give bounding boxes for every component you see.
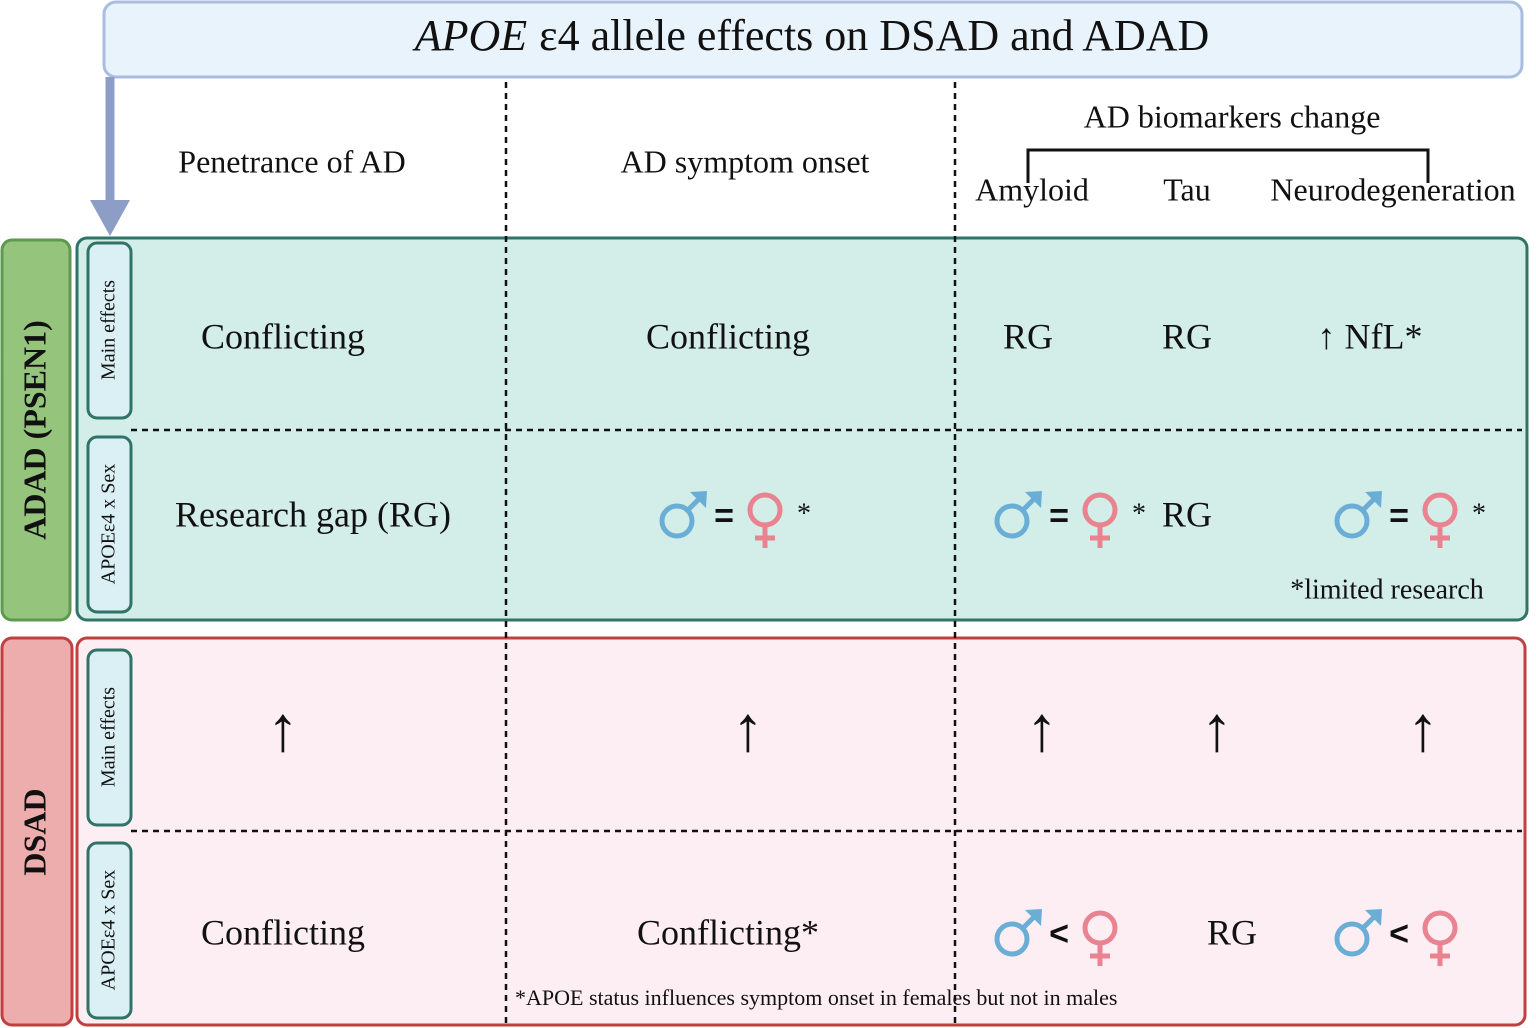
cell-text: ↑ xyxy=(1407,694,1439,765)
group-panel xyxy=(75,636,1527,1027)
cell-text: ↑ xyxy=(1026,694,1058,765)
male-symbol xyxy=(1365,909,1382,926)
asterisk: * xyxy=(1132,498,1146,529)
row-label: APOEε4 x Sex xyxy=(98,870,120,991)
cell-text: RG xyxy=(1162,316,1212,356)
male-symbol xyxy=(1365,491,1382,508)
cell-text: Conflicting xyxy=(646,316,810,356)
female-symbol xyxy=(1422,492,1458,528)
female-symbol xyxy=(1082,910,1118,946)
operator: < xyxy=(1049,915,1069,953)
cell-text: ↑ xyxy=(1201,694,1233,765)
cell-text: Conflicting* xyxy=(637,912,819,952)
male-symbol xyxy=(1025,909,1042,926)
group-label-box xyxy=(0,636,74,1027)
title-rest: ε4 allele effects on DSAD and ADAD xyxy=(539,11,1209,60)
row-label-box xyxy=(86,648,133,827)
cell-text: RG xyxy=(1003,316,1053,356)
cell-text: Conflicting xyxy=(201,912,365,952)
female-symbol xyxy=(1082,492,1118,528)
group-label-box xyxy=(0,238,72,622)
male-symbol xyxy=(690,491,707,508)
title: APOE ε4 allele effects on DSAD and ADAD xyxy=(412,11,1210,60)
asterisk: * xyxy=(797,498,811,529)
footnote: *APOE status influences symptom onset in… xyxy=(515,985,1117,1010)
male-symbol xyxy=(1334,921,1370,957)
cell-text: Research gap (RG) xyxy=(175,494,451,534)
operator: < xyxy=(1389,915,1409,953)
group-label: ADAD (PSEN1) xyxy=(16,320,52,540)
male-symbol xyxy=(659,503,695,539)
column-header: Penetrance of AD xyxy=(178,143,405,179)
row-label: Main effects xyxy=(98,280,120,380)
male-symbol xyxy=(1334,503,1370,539)
cell-text: ↑ NfL* xyxy=(1318,316,1423,356)
row-label-box xyxy=(86,841,133,1020)
group-label: DSAD xyxy=(16,788,52,875)
column-header: AD symptom onset xyxy=(621,143,870,179)
title-gene: APOE xyxy=(412,11,528,60)
row-label: APOEε4 x Sex xyxy=(98,464,120,585)
male-symbol xyxy=(994,503,1030,539)
operator: = xyxy=(1389,497,1409,535)
male-symbol xyxy=(1025,491,1042,508)
column-header: AD biomarkers change xyxy=(1084,98,1381,134)
operator: = xyxy=(1049,497,1069,535)
operator: = xyxy=(714,497,734,535)
female-symbol xyxy=(747,492,783,528)
footnote: *limited research xyxy=(1290,574,1484,605)
biomarker-bracket xyxy=(1026,148,1430,183)
row-label: Main effects xyxy=(98,687,120,787)
sub-header: Amyloid xyxy=(975,171,1089,207)
cell-text: RG xyxy=(1162,494,1212,534)
cell-text: Conflicting xyxy=(201,316,365,356)
flow-arrow-head xyxy=(90,200,130,236)
cell-text: ↑ xyxy=(732,694,764,765)
cell-text: RG xyxy=(1207,912,1257,952)
male-symbol xyxy=(994,921,1030,957)
asterisk: * xyxy=(1472,498,1486,529)
female-symbol xyxy=(1422,910,1458,946)
row-label-box xyxy=(86,241,133,420)
sub-header: Neurodegeneration xyxy=(1270,171,1515,207)
title-box xyxy=(102,0,1524,79)
cell-text: ↑ xyxy=(267,694,299,765)
row-label-box xyxy=(86,435,133,614)
sub-header: Tau xyxy=(1163,171,1211,207)
